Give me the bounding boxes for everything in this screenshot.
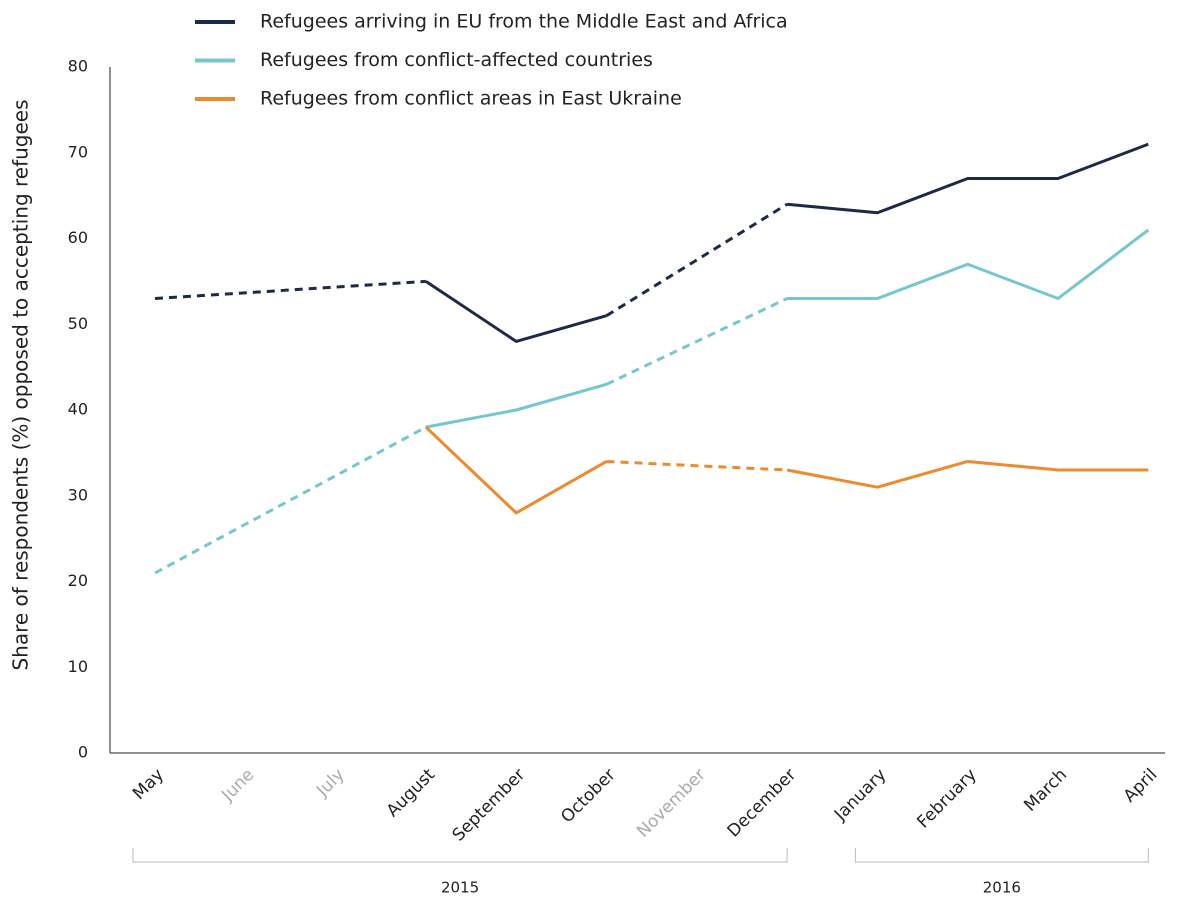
y-axis-label: Share of respondents (%) opposed to acce… bbox=[9, 99, 33, 670]
gap-connector bbox=[606, 459, 788, 472]
gap-connector bbox=[605, 297, 788, 386]
x-tick-label: May bbox=[129, 765, 168, 804]
x-tick-label: October bbox=[557, 765, 619, 827]
y-tick-label: 40 bbox=[68, 400, 88, 419]
x-tick-label: January bbox=[830, 765, 890, 825]
series-line bbox=[425, 142, 1149, 343]
gap-connector bbox=[605, 202, 788, 317]
gap-connector bbox=[154, 425, 427, 575]
series-line bbox=[424, 426, 1149, 515]
gap-connector bbox=[154, 279, 426, 301]
y-tick-label: 80 bbox=[68, 57, 88, 76]
year-bracket bbox=[132, 848, 788, 863]
legend-label: Refugees arriving in EU from the Middle … bbox=[260, 11, 788, 33]
x-tick-label: November bbox=[633, 765, 710, 842]
year-bracket bbox=[854, 848, 1149, 863]
legend-label: Refugees from conflict-affected countrie… bbox=[260, 49, 653, 71]
y-tick-label: 20 bbox=[68, 571, 88, 590]
x-tick-label: July bbox=[312, 765, 348, 801]
year-label: 2015 bbox=[441, 879, 479, 897]
year-label: 2016 bbox=[983, 879, 1021, 897]
x-tick-label: June bbox=[217, 765, 258, 806]
series-line bbox=[425, 228, 1150, 429]
x-tick-label: April bbox=[1120, 765, 1162, 807]
y-tick-label: 70 bbox=[68, 142, 88, 161]
x-tick-label: March bbox=[1020, 765, 1071, 816]
x-tick-label: August bbox=[383, 765, 439, 821]
x-tick-label: February bbox=[913, 765, 980, 832]
y-tick-label: 60 bbox=[68, 228, 88, 247]
y-tick-label: 50 bbox=[68, 314, 88, 333]
legend-label: Refugees from conflict areas in East Ukr… bbox=[260, 88, 682, 110]
y-tick-label: 0 bbox=[78, 743, 88, 762]
x-tick-label: September bbox=[449, 765, 530, 846]
y-tick-label: 30 bbox=[68, 485, 88, 504]
y-tick-label: 10 bbox=[68, 657, 88, 676]
x-tick-label: December bbox=[724, 765, 800, 841]
